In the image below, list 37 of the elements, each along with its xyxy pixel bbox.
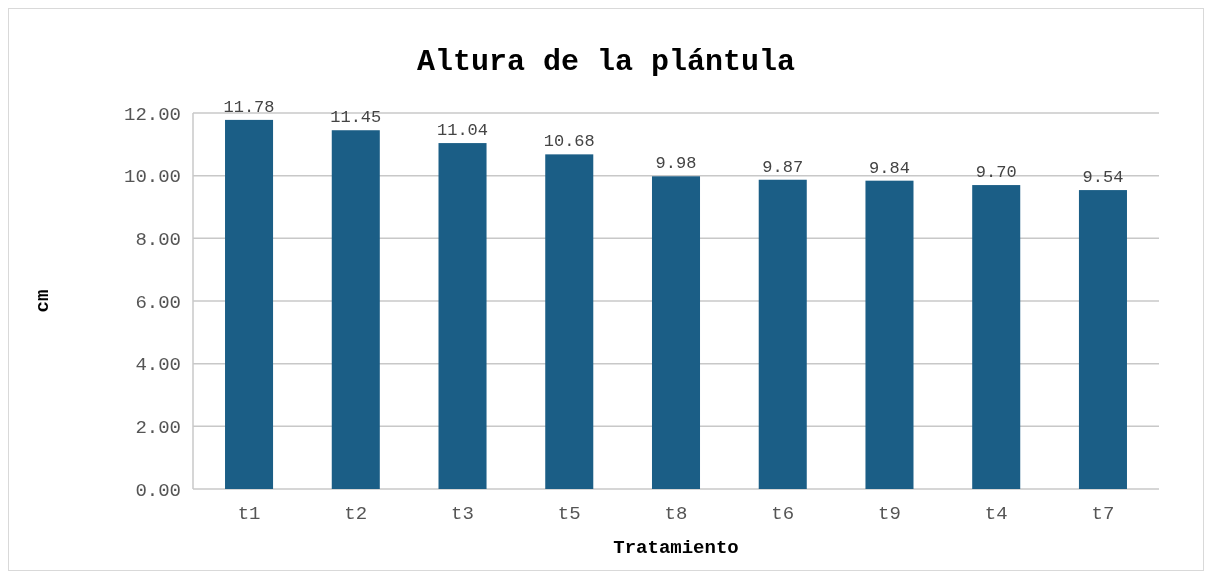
x-tick-label: t9 [878, 503, 901, 525]
x-tick-label: t3 [451, 503, 474, 525]
bar [545, 154, 594, 489]
x-tick-label: t5 [557, 503, 581, 525]
chart-title: Altura de la plántula [416, 45, 796, 79]
data-label: 9.84 [869, 158, 910, 178]
data-label: 10.68 [543, 132, 595, 152]
bar [1078, 190, 1127, 489]
y-tick-label: 2.00 [135, 416, 181, 439]
bar [438, 143, 487, 489]
data-label: 9.54 [1082, 168, 1124, 188]
x-tick-label: t8 [664, 503, 688, 525]
bar [331, 130, 380, 489]
x-tick-label: t6 [771, 503, 795, 525]
y-tick-label: 12.00 [123, 103, 181, 126]
bar [758, 179, 807, 489]
data-label: 11.78 [223, 97, 275, 117]
y-tick-label: 6.00 [135, 291, 181, 314]
y-axis-title: cm [32, 289, 54, 313]
y-tick-label: 10.00 [123, 166, 181, 189]
data-label: 11.04 [437, 121, 489, 141]
y-tick-label: 0.00 [135, 479, 181, 502]
data-label: 9.98 [655, 154, 697, 174]
x-tick-label: t4 [984, 503, 1008, 525]
bar [865, 180, 914, 489]
y-tick-label: 4.00 [135, 354, 181, 377]
x-tick-label: t7 [1091, 503, 1115, 525]
x-tick-label: t2 [344, 503, 368, 525]
bar [651, 176, 701, 489]
data-label: 9.70 [975, 163, 1017, 183]
x-tick-label: t1 [237, 503, 261, 525]
bar [225, 119, 274, 489]
y-tick-label: 8.00 [135, 228, 181, 251]
x-axis-title: Tratamiento [613, 537, 739, 559]
bar [972, 185, 1021, 489]
data-label: 11.45 [330, 108, 382, 128]
data-label: 9.87 [762, 157, 804, 177]
